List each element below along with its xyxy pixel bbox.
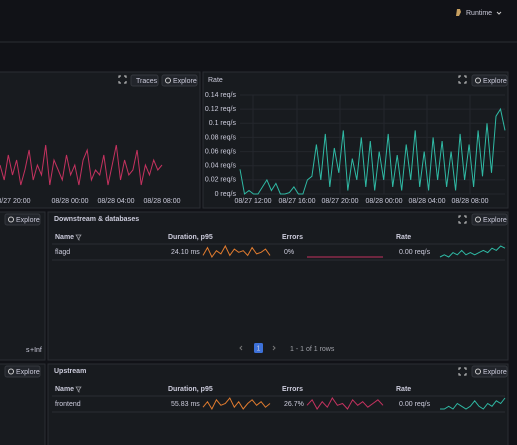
button-label[interactable]: Explore: [16, 369, 40, 376]
button-label[interactable]: Traces: [136, 78, 158, 85]
upstream-panel: [47, 363, 509, 445]
sparkline: [440, 397, 506, 410]
button[interactable]: [471, 74, 508, 87]
column-header[interactable]: Duration, p95: [168, 234, 213, 241]
pagination-summary: 1 - 1 of 1 rows: [290, 346, 335, 353]
sparkline: [439, 245, 506, 258]
page-number[interactable]: 1: [257, 345, 261, 352]
x-tick-label: 08/27 12:00: [235, 198, 272, 205]
button[interactable]: [161, 74, 198, 87]
x-tick-label: 08/28 08:00: [452, 198, 489, 205]
service-link[interactable]: flagd: [55, 249, 70, 256]
x-tick-label: 08/28 04:00: [409, 198, 446, 205]
panel-title: Downstream & databases: [54, 216, 139, 223]
expand-icon[interactable]: [458, 367, 467, 376]
button-label[interactable]: Explore: [173, 78, 197, 85]
explore-icon: [165, 77, 171, 84]
traces-line: [0, 144, 163, 186]
column-header[interactable]: Name: [55, 386, 74, 393]
expand-icon[interactable]: [458, 75, 467, 84]
runtime-icon: [456, 9, 461, 16]
rate-panel: [202, 71, 509, 209]
x-tick-label: 08/27 20:00: [322, 198, 359, 205]
y-tick-label: 0.08 req/s: [205, 134, 237, 141]
sparkline: [202, 244, 271, 258]
button[interactable]: [4, 365, 41, 378]
x-tick-label: 08/28 04:00: [98, 198, 135, 205]
service-link[interactable]: frontend: [55, 401, 81, 408]
y-tick-label: 0.04 req/s: [205, 163, 237, 170]
errors-cell: 0%: [284, 249, 294, 256]
column-header[interactable]: Name: [55, 234, 74, 241]
column-header[interactable]: Errors: [282, 234, 303, 241]
rate-line: [239, 107, 506, 195]
y-tick-label: 0.14 req/s: [205, 92, 237, 99]
panel-title: Rate: [208, 77, 223, 84]
column-header[interactable]: Rate: [396, 234, 411, 241]
button-label[interactable]: Explore: [483, 369, 507, 376]
y-tick-label: 0.06 req/s: [205, 148, 237, 155]
runtime-picker[interactable]: Runtime: [466, 10, 492, 17]
page-button[interactable]: [254, 343, 263, 353]
axis-label: +Inf: [30, 347, 42, 354]
x-tick-label: 08/28 00:00: [52, 198, 89, 205]
filter-icon[interactable]: [75, 386, 82, 393]
button-label[interactable]: Explore: [483, 217, 507, 224]
filter-icon[interactable]: [75, 234, 82, 241]
x-tick-label: 08/28 08:00: [144, 198, 181, 205]
y-tick-label: 0 req/s: [215, 191, 237, 198]
button[interactable]: [130, 74, 159, 87]
x-tick-label: 08/28 00:00: [366, 198, 403, 205]
y-tick-label: 0.12 req/s: [205, 106, 237, 113]
button[interactable]: [471, 365, 508, 378]
x-tick-label: 08/27 16:00: [279, 198, 316, 205]
button[interactable]: [471, 213, 508, 226]
explore-icon: [475, 216, 481, 223]
chevron: [496, 11, 502, 15]
explore-icon: [8, 368, 14, 375]
rate-cell: 0.00 req/s: [399, 401, 431, 408]
expand-icon[interactable]: [118, 75, 127, 84]
expand-icon[interactable]: [458, 215, 467, 224]
axis-label: s: [26, 347, 30, 354]
button[interactable]: [4, 213, 41, 226]
duration-cell: 55.83 ms: [171, 401, 200, 408]
mid-left-panel: [0, 211, 46, 361]
column-header[interactable]: Rate: [396, 386, 411, 393]
traces-panel: [0, 71, 201, 209]
errors-cell: 26.7%: [284, 401, 304, 408]
explore-icon: [475, 77, 481, 84]
explore-icon: [8, 216, 14, 223]
next-page[interactable]: [272, 345, 276, 351]
sparkline: [306, 397, 384, 410]
column-header[interactable]: Duration, p95: [168, 386, 213, 393]
button-label[interactable]: Explore: [483, 78, 507, 85]
prev-page[interactable]: [239, 345, 243, 351]
duration-cell: 24.10 ms: [171, 249, 200, 256]
x-tick-label: 08/27 20:00: [0, 198, 31, 205]
y-tick-label: 0.02 req/s: [205, 177, 237, 184]
panel-title: Upstream: [54, 368, 86, 375]
column-header[interactable]: Errors: [282, 386, 303, 393]
button-label[interactable]: Explore: [16, 217, 40, 224]
rate-cell: 0.00 req/s: [399, 249, 431, 256]
downstream-panel: [47, 211, 509, 361]
y-tick-label: 0.1 req/s: [209, 120, 237, 127]
explore-icon: [475, 368, 481, 375]
sparkline: [202, 397, 271, 411]
